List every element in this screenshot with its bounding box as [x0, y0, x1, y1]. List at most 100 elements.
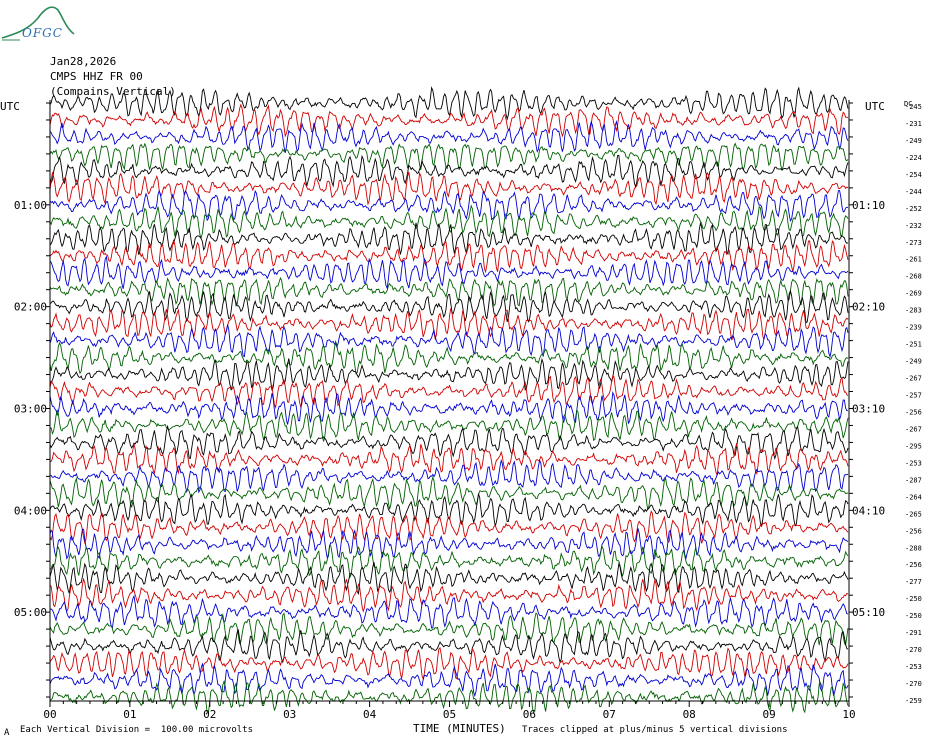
seismic-trace	[49, 171, 849, 206]
dc-offset-label: -288	[905, 544, 922, 552]
seismic-trace	[49, 154, 849, 189]
right-time-label: 02:10	[852, 301, 885, 314]
dc-offset-label: -256	[905, 408, 922, 416]
dc-offset-label: -231	[905, 120, 922, 128]
dc-offset-label: -253	[905, 663, 922, 671]
dc-offset-label: -224	[905, 154, 922, 162]
seismic-trace	[49, 357, 849, 391]
seismic-trace	[49, 142, 849, 171]
x-tick-label: 09	[762, 708, 775, 721]
dc-offset-label: -239	[905, 324, 922, 332]
dc-offset-label: -256	[905, 561, 922, 569]
seismic-trace	[49, 119, 849, 153]
x-tick-label: 03	[283, 708, 296, 721]
dc-offset-label: -249	[905, 137, 922, 145]
ofgc-logo	[1, 6, 75, 41]
dc-offset-label: -250	[905, 595, 922, 603]
seismic-trace	[49, 103, 849, 138]
station-code: CMPS HHZ FR 00	[50, 70, 143, 83]
dc-offset-label: -253	[905, 459, 922, 467]
dc-offset-label: -259	[905, 697, 922, 705]
seismic-trace	[49, 276, 849, 307]
dc-offset-label: -254	[905, 171, 922, 179]
dc-offset-label: -295	[905, 442, 922, 450]
dc-offset-label: -268	[905, 273, 922, 281]
dc-offset-label: -256	[905, 527, 922, 535]
dc-offset-label: -270	[905, 646, 922, 654]
dc-offset-label: -264	[905, 493, 922, 501]
seismic-trace	[49, 628, 849, 664]
seismic-trace	[49, 442, 849, 476]
x-tick-label: 07	[603, 708, 616, 721]
right-time-label: 05:10	[852, 606, 885, 619]
seismic-trace	[49, 239, 849, 274]
seismic-trace	[49, 255, 849, 290]
seismic-trace	[49, 528, 849, 561]
seismic-trace	[49, 510, 849, 545]
seismic-trace	[49, 594, 849, 629]
dc-offset-label: -244	[905, 188, 922, 196]
x-axis-title: TIME (MINUTES)	[413, 722, 506, 735]
dc-offset-label: -250	[905, 612, 922, 620]
seismic-trace	[49, 340, 849, 375]
dc-offset-label: -261	[905, 256, 922, 264]
dc-offset-label: -273	[905, 239, 922, 247]
x-tick-label: 04	[363, 708, 377, 721]
seismic-trace	[49, 391, 849, 425]
dc-offset-label: -265	[905, 510, 922, 518]
dc-offset-label: -269	[905, 290, 922, 298]
dc-offset-label: -291	[905, 629, 922, 637]
seismic-trace	[49, 577, 849, 613]
dc-offset-label: -232	[905, 222, 922, 230]
corner-mark: A	[4, 728, 10, 738]
plot-date: Jan28,2026	[50, 55, 117, 68]
seismic-trace	[49, 324, 849, 359]
seismic-trace	[49, 308, 849, 341]
dc-offset-label: -270	[905, 680, 922, 688]
dc-offset-label: -251	[905, 341, 922, 349]
seismic-trace	[49, 204, 849, 240]
seismic-trace	[49, 492, 849, 528]
x-tick-label: 08	[683, 708, 696, 721]
seismic-trace	[49, 189, 848, 222]
clipping-note: Traces clipped at plus/minus 5 vertical …	[522, 725, 788, 735]
dc-header: DC	[904, 100, 912, 108]
left-time-label: 02:00	[14, 301, 47, 314]
seismic-trace	[49, 458, 849, 494]
dc-offset-label: -277	[905, 578, 922, 586]
left-time-label: 05:00	[14, 606, 47, 619]
dc-offset-label: -283	[905, 307, 922, 315]
x-tick-label: 02	[203, 708, 216, 721]
right-time-label: 04:10	[852, 504, 885, 517]
seismic-trace	[49, 544, 849, 579]
seismic-trace	[49, 86, 849, 121]
dc-offset-label: -267	[905, 375, 922, 383]
dc-offset-label: -257	[905, 392, 922, 400]
utc-left-label: UTC	[0, 100, 20, 113]
seismic-trace	[49, 475, 849, 511]
x-tick-label: 00	[43, 708, 56, 721]
left-time-label: 04:00	[14, 504, 47, 517]
dc-offset-label: -267	[905, 425, 922, 433]
x-tick-label: 01	[123, 708, 136, 721]
x-tick-label: 06	[523, 708, 536, 721]
left-time-label: 03:00	[14, 402, 47, 415]
seismic-trace	[49, 374, 849, 410]
left-time-label: 01:00	[14, 199, 47, 212]
seismic-trace	[49, 612, 849, 647]
seismic-trace	[49, 289, 849, 324]
x-tick-label: 05	[443, 708, 456, 721]
right-time-label: 03:10	[852, 402, 885, 415]
seismic-trace	[49, 424, 849, 460]
logo-text: OFGC	[22, 26, 63, 40]
vertical-division-note: Each Vertical Division = 100.00 microvol…	[20, 725, 253, 735]
utc-right-label: UTC	[865, 100, 885, 113]
seismic-trace	[49, 646, 849, 681]
dc-offset-label: -287	[905, 476, 922, 484]
seismic-trace	[49, 562, 849, 596]
seismic-trace	[49, 662, 849, 698]
seismic-trace	[49, 408, 849, 442]
dc-offset-label: -252	[905, 205, 922, 213]
dc-offset-label: -249	[905, 358, 922, 366]
